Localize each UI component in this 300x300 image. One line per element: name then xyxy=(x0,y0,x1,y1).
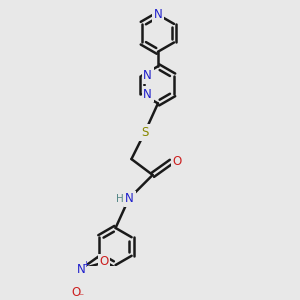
Text: O: O xyxy=(172,155,182,168)
Text: N: N xyxy=(125,192,134,205)
Text: N: N xyxy=(143,88,152,100)
Text: N: N xyxy=(154,8,162,21)
Text: N: N xyxy=(76,262,85,275)
Text: O: O xyxy=(71,286,80,299)
Text: N: N xyxy=(143,69,152,82)
Text: H: H xyxy=(116,194,124,204)
Text: +: + xyxy=(82,260,89,269)
Text: O: O xyxy=(100,255,109,268)
Text: S: S xyxy=(141,126,148,139)
Text: ⁻: ⁻ xyxy=(79,292,84,300)
